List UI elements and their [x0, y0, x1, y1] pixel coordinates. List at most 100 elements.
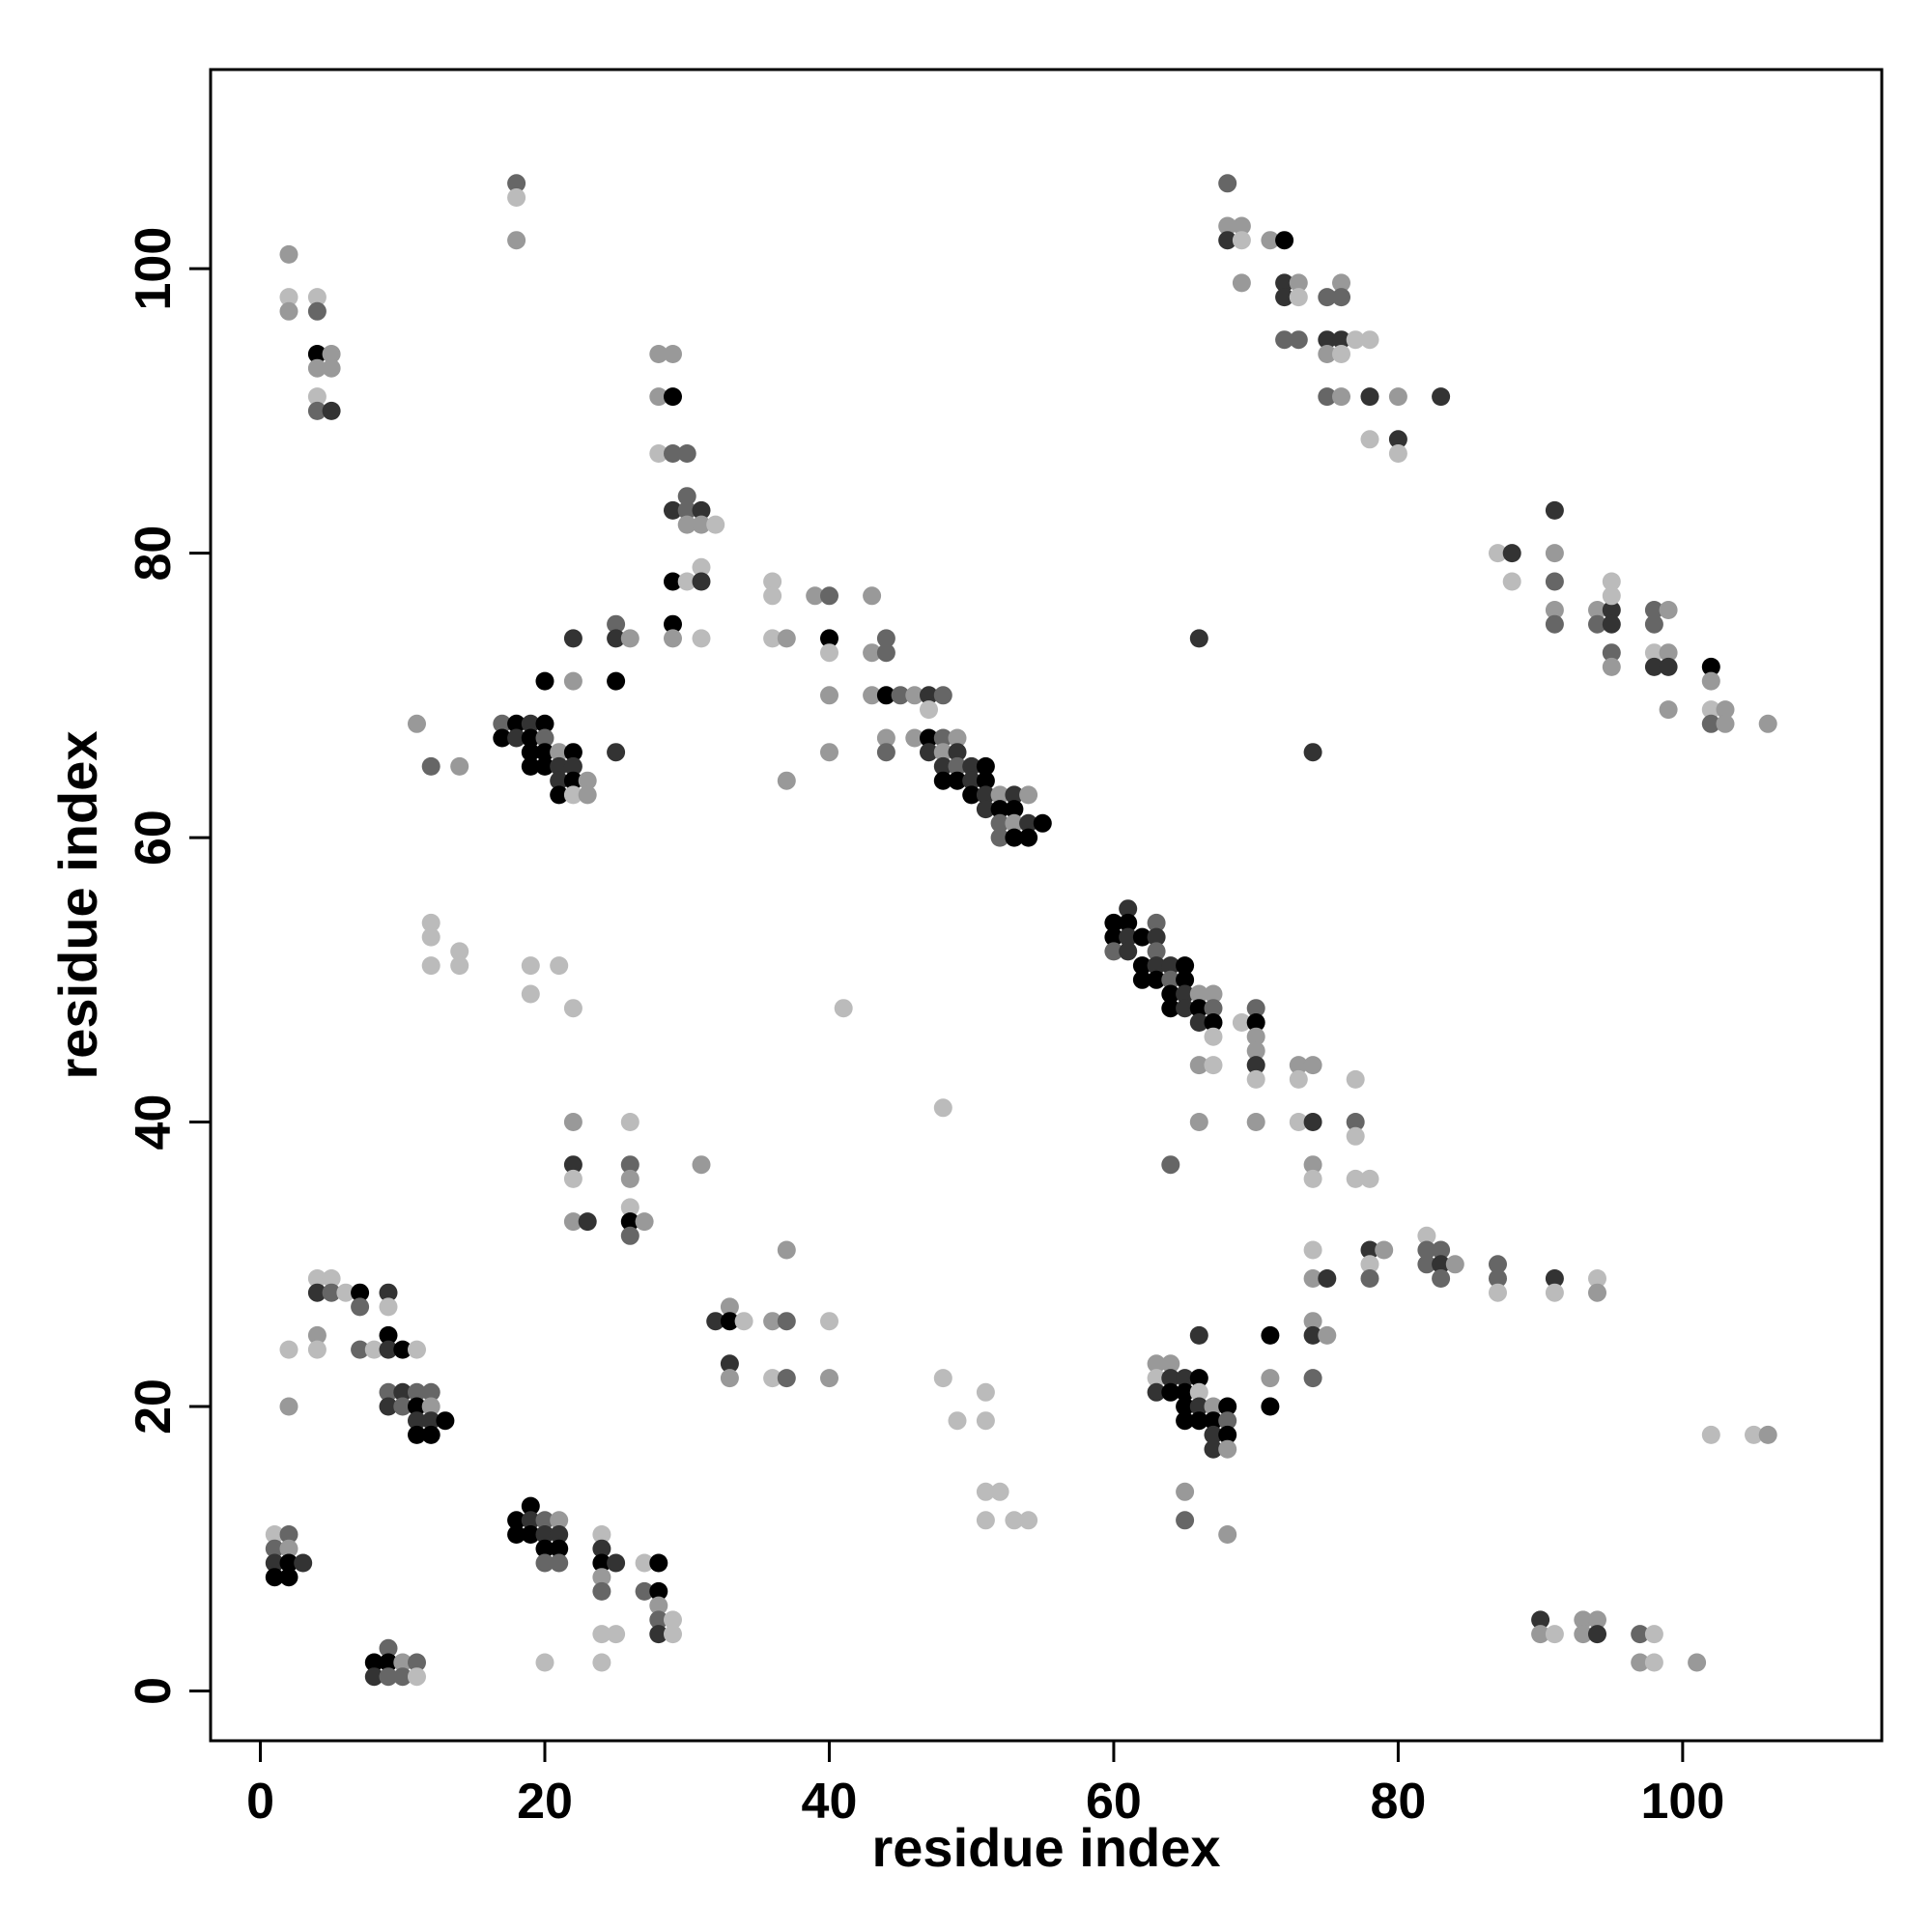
data-point	[563, 1113, 582, 1131]
data-point	[507, 1511, 526, 1530]
data-point	[1218, 231, 1237, 250]
data-point	[1246, 1056, 1265, 1075]
data-point	[607, 743, 626, 762]
data-point	[307, 1340, 327, 1359]
data-point	[933, 686, 952, 705]
data-point	[1318, 330, 1337, 350]
data-point	[279, 1397, 298, 1416]
y-tick-label: 40	[126, 1094, 182, 1151]
data-point	[379, 1325, 398, 1345]
x-tick-label: 80	[1370, 1774, 1426, 1830]
data-point	[1545, 572, 1564, 591]
data-point	[322, 1283, 341, 1302]
data-point	[1602, 657, 1621, 676]
data-point	[1275, 288, 1294, 307]
data-point	[563, 1169, 582, 1188]
data-point	[521, 956, 540, 976]
data-point	[976, 771, 995, 790]
data-point	[493, 714, 512, 733]
data-point	[1204, 1425, 1223, 1444]
data-point	[1303, 1113, 1322, 1131]
data-point	[1132, 956, 1151, 976]
data-point	[820, 743, 838, 762]
data-point	[279, 1539, 298, 1558]
data-point	[364, 1340, 384, 1359]
data-point	[806, 586, 825, 606]
data-point	[962, 756, 981, 776]
data-point	[1745, 1425, 1763, 1444]
data-point	[876, 728, 895, 748]
data-point	[279, 1568, 298, 1587]
data-point	[1602, 586, 1621, 606]
data-point	[550, 1511, 569, 1530]
data-point	[578, 771, 597, 790]
data-point	[1360, 387, 1379, 407]
data-point	[1261, 1397, 1280, 1416]
data-point	[1332, 387, 1350, 407]
data-point	[692, 515, 711, 534]
data-point	[1275, 231, 1294, 250]
data-point	[1104, 942, 1123, 961]
data-point	[294, 1553, 313, 1573]
data-point	[1218, 1411, 1237, 1431]
data-point	[307, 1269, 327, 1288]
data-point	[1602, 572, 1621, 591]
data-point	[976, 1411, 995, 1431]
data-point	[1147, 913, 1166, 932]
data-point	[1445, 1255, 1464, 1274]
data-point	[379, 1397, 398, 1416]
data-point	[620, 1155, 639, 1175]
data-point	[1033, 813, 1052, 833]
data-point	[421, 1425, 440, 1444]
data-point	[763, 1369, 782, 1388]
data-point	[976, 800, 995, 819]
data-point	[1332, 273, 1350, 293]
data-point	[408, 714, 426, 733]
data-point	[1132, 927, 1151, 947]
data-point	[521, 756, 540, 776]
data-point	[1659, 643, 1678, 663]
data-point	[1659, 601, 1678, 619]
data-point	[933, 1098, 952, 1118]
data-point	[933, 756, 952, 776]
data-point	[990, 1482, 1009, 1501]
data-point	[1659, 700, 1678, 720]
data-point	[820, 586, 838, 606]
data-point	[521, 984, 540, 1004]
data-point	[535, 714, 554, 733]
data-point	[1147, 970, 1166, 989]
data-point	[1246, 1069, 1265, 1089]
data-point	[664, 572, 682, 591]
data-point	[507, 174, 526, 193]
data-point	[891, 686, 910, 705]
data-point	[1147, 1382, 1166, 1402]
data-point	[1275, 330, 1294, 350]
data-point	[1332, 330, 1350, 350]
data-point	[421, 913, 440, 932]
data-point	[1019, 813, 1038, 833]
data-point	[876, 743, 895, 762]
data-point	[507, 728, 526, 748]
data-point	[563, 743, 582, 762]
data-point	[1489, 1269, 1507, 1288]
data-point	[307, 288, 327, 307]
data-point	[1218, 174, 1237, 193]
data-point	[592, 1525, 611, 1544]
data-point	[1388, 444, 1407, 463]
data-point	[1545, 601, 1564, 619]
data-point	[1204, 1411, 1223, 1431]
data-point	[1303, 1312, 1322, 1331]
data-point	[948, 728, 967, 748]
data-point	[1432, 1255, 1451, 1274]
data-point	[563, 629, 582, 648]
data-point	[706, 1312, 725, 1331]
data-point	[706, 515, 725, 534]
data-point	[677, 572, 696, 591]
data-point	[1019, 828, 1038, 847]
data-point	[664, 444, 682, 463]
data-point	[1545, 544, 1564, 563]
data-point	[692, 557, 711, 577]
data-point	[450, 956, 469, 976]
data-point	[379, 1283, 398, 1302]
data-point	[948, 743, 967, 762]
